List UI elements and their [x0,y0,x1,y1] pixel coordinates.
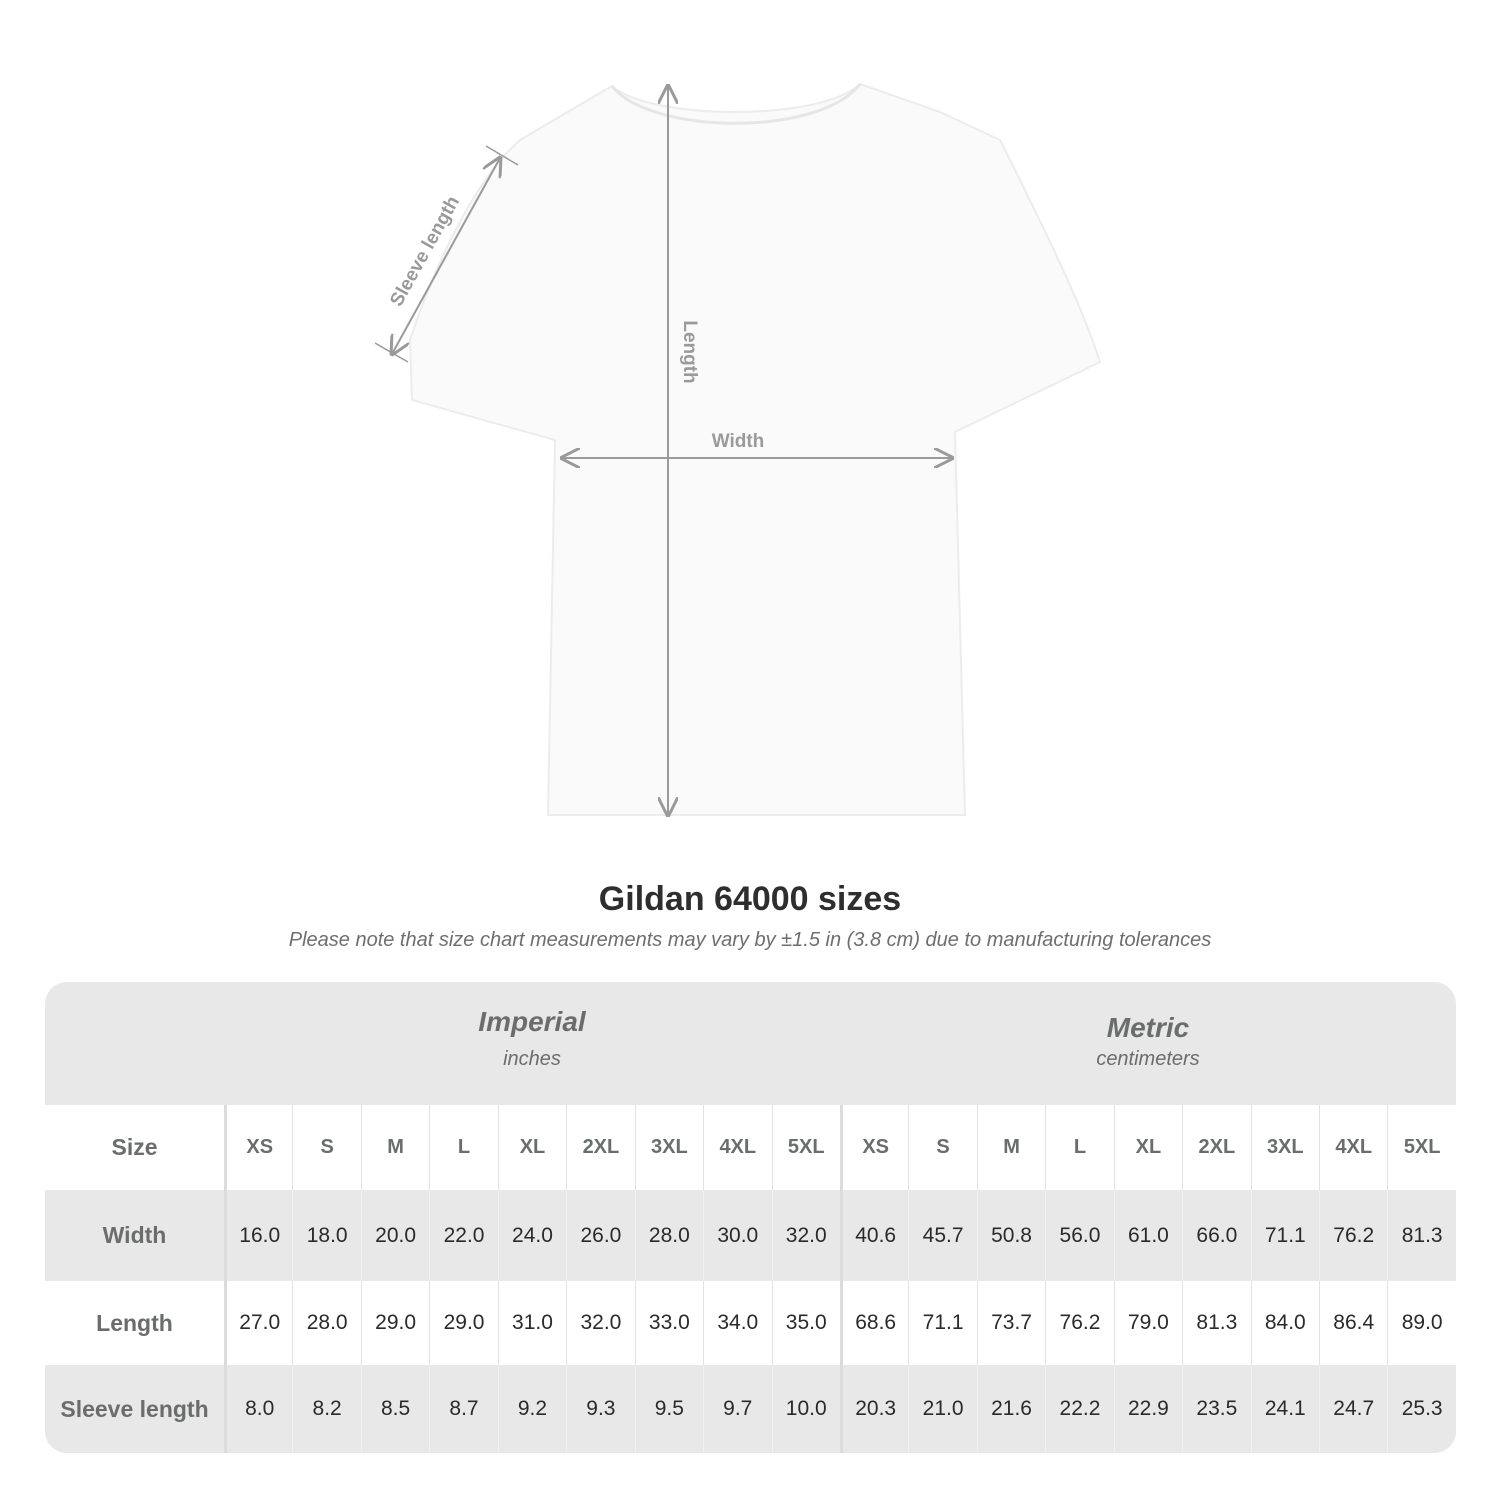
table-cell: 8.0 [224,1365,292,1453]
table-cell: 28.0 [634,1190,703,1281]
table-cell: 73.7 [976,1281,1045,1365]
tshirt-diagram: Sleeve length Length Width [374,82,1102,870]
metric-label: Metric [1106,1012,1190,1043]
size-header-cell: M [360,1105,429,1190]
table-cell: 9.7 [703,1365,771,1453]
table-cell: 89.0 [1387,1281,1455,1365]
table-cell: 20.3 [839,1365,908,1453]
table-cell: 24.1 [1250,1365,1319,1453]
table-cell: 76.2 [1319,1190,1387,1281]
size-header-cell: 3XL [1250,1105,1319,1190]
page-title: Gildan 64000 sizes [598,880,902,918]
table-cell: 81.3 [1182,1281,1250,1365]
table-cell: 56.0 [1045,1190,1113,1281]
table-cell: 81.3 [1387,1190,1455,1281]
size-header-cell: XL [497,1105,566,1190]
table-cell: 9.5 [634,1365,703,1453]
table-cell: 79.0 [1113,1281,1182,1365]
table-cell: 86.4 [1319,1281,1387,1365]
sleeve-arrow [392,158,500,354]
table-cell: 21.0 [908,1365,976,1453]
table-row: Sleeve length 8.0 8.2 8.5 8.7 9.2 9.3 9.5 9.7 10.… [45,1365,1456,1453]
table-cell: 61.0 [1113,1190,1182,1281]
size-header-cell: XS [839,1105,908,1190]
width-label: Width [712,431,765,452]
table-cell: 22.2 [1045,1365,1113,1453]
table-cell: 34.0 [703,1281,771,1365]
size-header-cell: 4XL [703,1105,771,1190]
table-cell: 29.0 [360,1281,429,1365]
table-row: Width 16.0 18.0 20.0 22.0 24.0 26.0 28.0 30.0 32.… [45,1190,1456,1281]
size-header-cell: 2XL [1182,1105,1250,1190]
table-cell: 24.0 [497,1190,566,1281]
size-header-cell: 4XL [1319,1105,1387,1190]
table-cell: 21.6 [976,1365,1045,1453]
table-cell: 40.6 [839,1190,908,1281]
table-cell: 9.2 [497,1365,566,1453]
table-cell: 71.1 [908,1281,976,1365]
size-header-cell: 5XL [771,1105,840,1190]
table-cell: 32.0 [771,1190,840,1281]
tolerance-note: Please note that size chart measurements… [288,929,1212,951]
imperial-header: Imperial inches [224,1006,840,1129]
table-cell: 31.0 [497,1281,566,1365]
table-cell: 50.8 [976,1190,1045,1281]
table-cell: 25.3 [1387,1365,1455,1453]
size-header-cell: 5XL [1387,1105,1455,1190]
table-cell: 35.0 [771,1281,840,1365]
imperial-unit: inches [503,1048,561,1070]
table-cell: 27.0 [224,1281,292,1365]
size-header-cell: L [429,1105,497,1190]
size-header-cell: XL [1113,1105,1182,1190]
table-cell: 29.0 [429,1281,497,1365]
table-cell: 22.9 [1113,1365,1182,1453]
row-label: Size [111,1134,158,1160]
row-label: Width [102,1222,167,1248]
table-cell: 32.0 [566,1281,634,1365]
table-cell: 33.0 [634,1281,703,1365]
length-label: Length [679,320,700,383]
size-header-cell: 2XL [566,1105,634,1190]
table-cell: 8.2 [292,1365,360,1453]
size-table: Imperial inches Metric centimeters Size X… [45,982,1456,1453]
imperial-label: Imperial [478,1006,586,1037]
table-cell: 76.2 [1045,1281,1113,1365]
table-cell: 28.0 [292,1281,360,1365]
table-cell: 8.5 [360,1365,429,1453]
table-cell: 26.0 [566,1190,634,1281]
collar [610,83,862,125]
table-cell: 20.0 [360,1190,429,1281]
table-cell: 71.1 [1250,1190,1319,1281]
table-cell: 68.6 [839,1281,908,1365]
table-cell: 9.3 [566,1365,634,1453]
size-header-cell: M [976,1105,1045,1190]
metric-header: Metric centimeters [840,1012,1456,1135]
table-cell: 16.0 [224,1190,292,1281]
sleeve-tick [485,145,519,166]
row-label: Sleeve length [60,1395,209,1422]
table-cell: 24.7 [1319,1365,1387,1453]
row-label: Length [96,1309,173,1336]
size-header-cell: S [292,1105,360,1190]
size-header-cell: XS [224,1105,292,1190]
size-header-cell: 3XL [634,1105,703,1190]
size-header-cell: S [908,1105,976,1190]
metric-unit: centimeters [1096,1048,1200,1070]
sleeve-tick [374,342,409,363]
table-cell: 18.0 [292,1190,360,1281]
table-cell: 84.0 [1250,1281,1319,1365]
table-cell: 66.0 [1182,1190,1250,1281]
table-cell: 10.0 [771,1365,840,1453]
table-cell: 22.0 [429,1190,497,1281]
table-cell: 23.5 [1182,1365,1250,1453]
size-header-cell: L [1045,1105,1113,1190]
table-cell: 8.7 [429,1365,497,1453]
table-row: Length 27.0 28.0 29.0 29.0 31.0 32.0 33.0 34.0 35… [45,1281,1456,1365]
size-header-row: Size XS S M L XL 2XL 3XL 4XL 5XL XS S M L XL 2XL 3XL 4XL 5… [45,1105,1456,1190]
table-cell: 30.0 [703,1190,771,1281]
table-cell: 45.7 [908,1190,976,1281]
